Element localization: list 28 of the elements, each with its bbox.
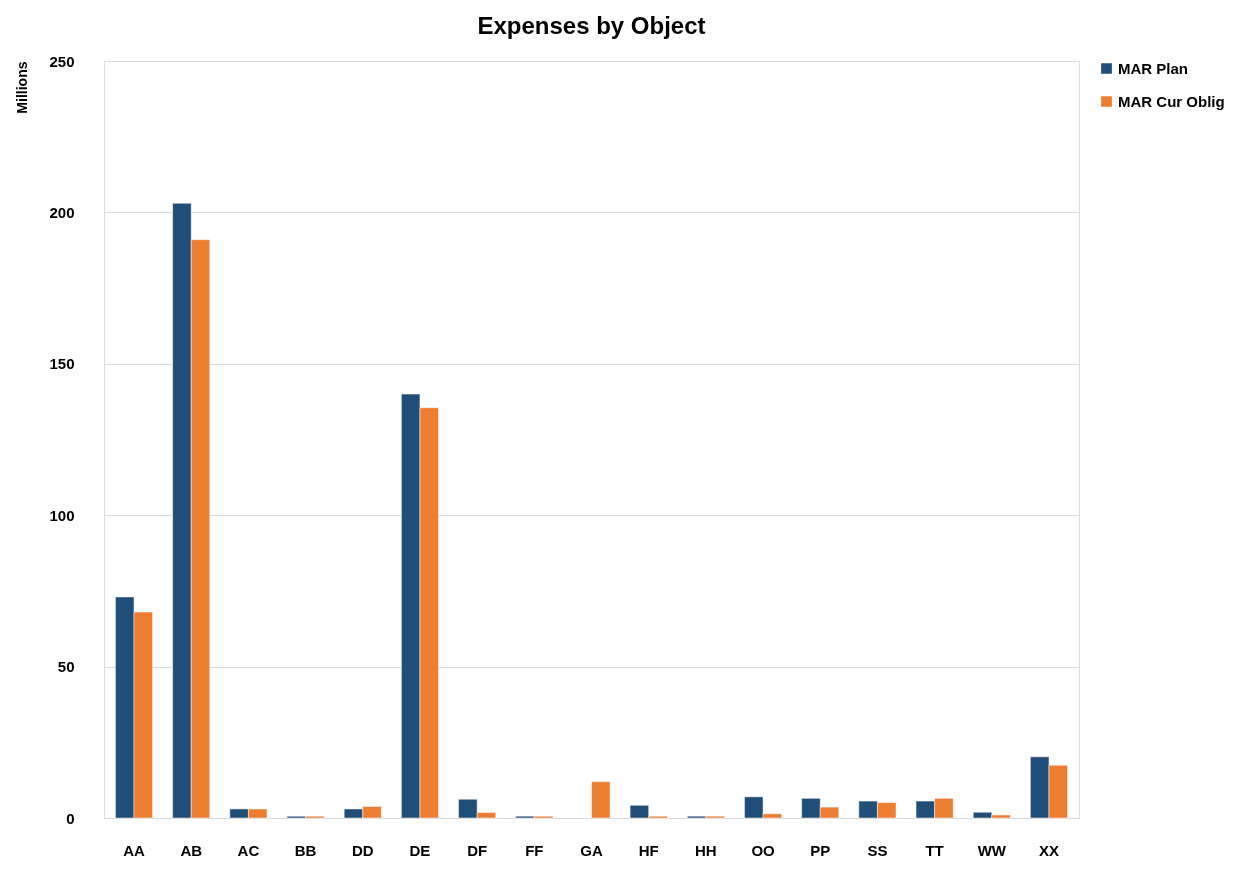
x-tick-label: DF (467, 841, 488, 859)
x-tick-label: TT (925, 841, 944, 859)
x-tick-label: WW (977, 841, 1007, 859)
y-tick-label: 0 (66, 809, 75, 827)
legend-label: MAR Cur Oblig (1118, 92, 1225, 110)
x-tick-label: HF (638, 841, 659, 859)
x-tick-label: OO (751, 841, 776, 859)
x-tick-label: XX (1038, 841, 1059, 859)
x-tick-label: DD (351, 841, 374, 859)
y-tick-label: 150 (49, 355, 75, 373)
x-tick-label: DE (409, 841, 431, 859)
bar (591, 781, 611, 819)
x-tick-label: AA (123, 841, 146, 859)
x-tick-label: SS (867, 841, 888, 859)
x-tick-label: GA (580, 841, 603, 859)
x-tick-label: HH (695, 841, 717, 859)
x-tick-label: AC (237, 841, 260, 859)
y-tick-label: 200 (49, 203, 75, 221)
x-tick-label: FF (525, 841, 544, 859)
y-tick-label: 100 (49, 506, 75, 524)
y-axis-title: Millions (13, 61, 30, 114)
x-tick-label: AB (180, 841, 203, 859)
legend-label: MAR Plan (1118, 59, 1189, 77)
chart-title: Expenses by Object (477, 12, 706, 39)
x-tick-label: BB (294, 841, 317, 859)
x-tick-label: PP (810, 841, 831, 859)
y-tick-label: 250 (49, 52, 75, 70)
y-tick-label: 50 (57, 658, 75, 676)
